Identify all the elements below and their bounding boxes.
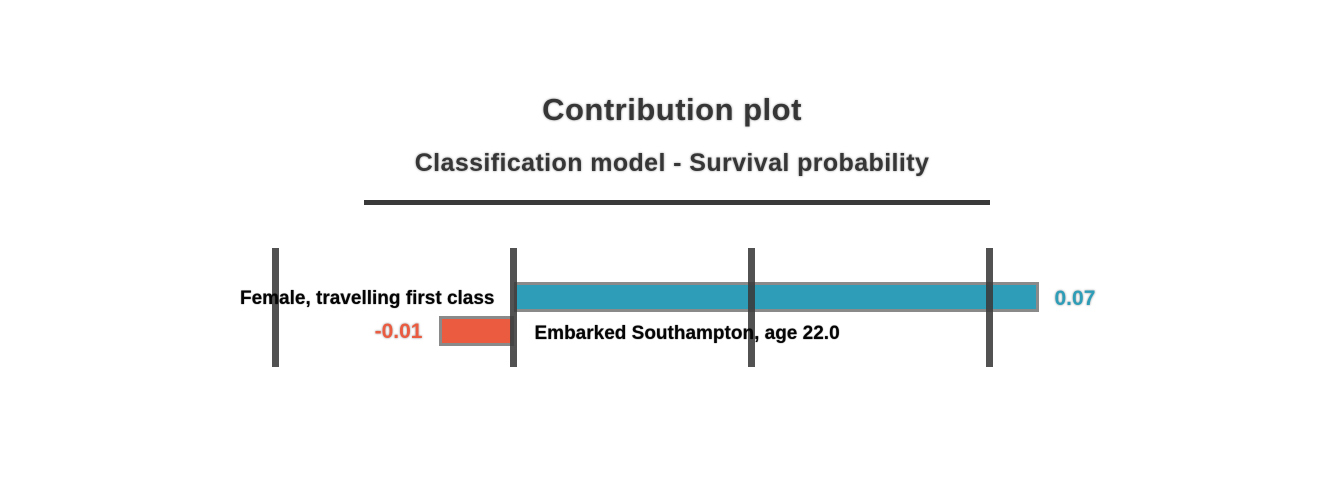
negative-contribution-bar[interactable]	[438, 316, 514, 346]
positive-contribution-bar[interactable]	[513, 282, 1039, 312]
gridline-4	[986, 248, 993, 367]
gridline-3	[748, 248, 755, 367]
gridline-1	[272, 248, 279, 367]
gridline-2-zero-line	[510, 248, 517, 367]
negative-bar-value-label: -0.01	[374, 320, 423, 343]
chart-title: Contribution plot	[542, 92, 802, 127]
positive-bar-value-label: 0.07	[1054, 287, 1096, 310]
negative-bar-feature-label: Embarked Southampton, age 22.0	[534, 323, 840, 344]
positive-bar-feature-label: Female, travelling first class	[239, 288, 495, 309]
chart-subtitle: Classification model - Survival probabil…	[414, 149, 930, 177]
header-divider	[364, 200, 990, 205]
